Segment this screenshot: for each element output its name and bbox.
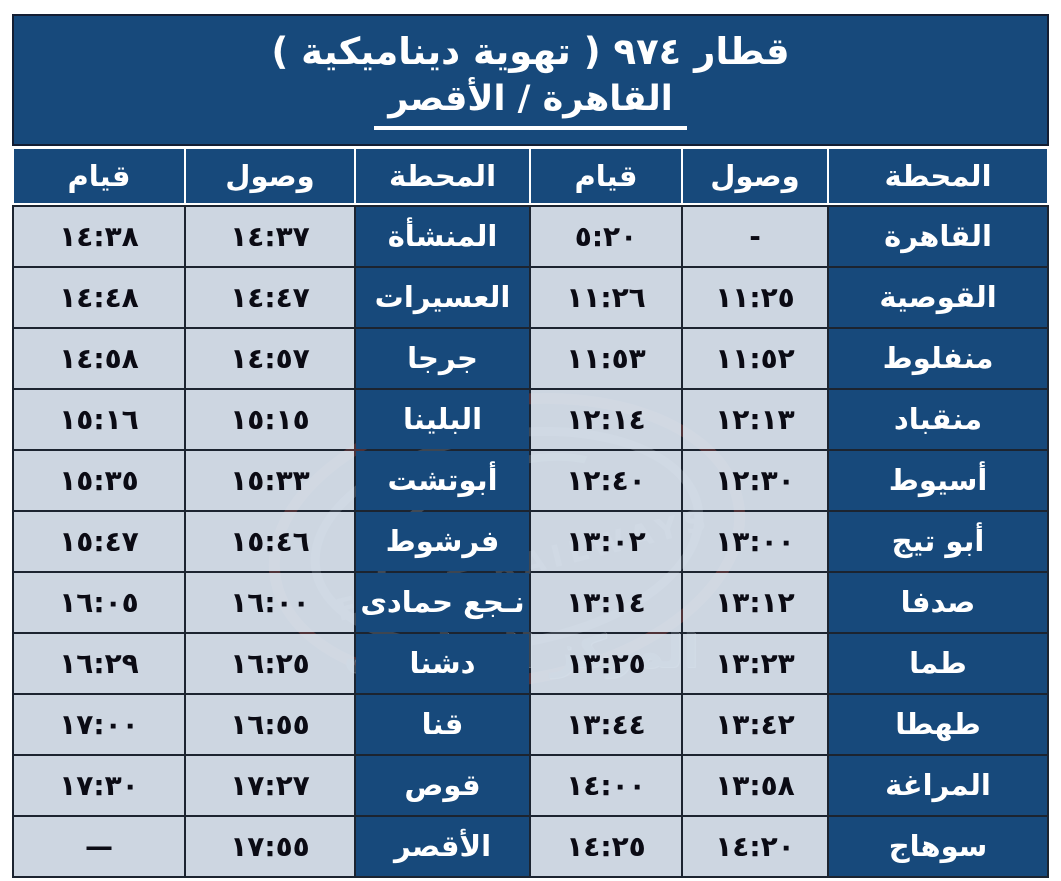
- timetable-sheet: قطار ٩٧٤ ( تهوية ديناميكية ) القاهرة / ا…: [12, 14, 1049, 878]
- station-cell: نـجع حمادى: [356, 572, 529, 632]
- time-cell: ١٢:٣٠: [683, 450, 827, 510]
- station-cell: أبوتشت: [356, 450, 529, 510]
- station-cell: قنا: [356, 694, 529, 754]
- time-cell: -: [683, 206, 827, 266]
- time-cell: ١١:٥٣: [531, 328, 681, 388]
- time-cell: ١٤:٣٨: [14, 206, 184, 266]
- station-cell: منفلوط: [829, 328, 1047, 388]
- station-cell: القاهرة: [829, 206, 1047, 266]
- column-header-5: قيام: [14, 148, 184, 203]
- time-cell: ١٦:٢٥: [186, 633, 354, 693]
- station-cell: الأقصر: [356, 816, 529, 876]
- column-header-1: وصول: [683, 148, 827, 203]
- station-cell: جرجا: [356, 328, 529, 388]
- column-header-2: قيام: [531, 148, 681, 203]
- time-cell: ١٦:٠٠: [186, 572, 354, 632]
- station-cell: المنشأة: [356, 206, 529, 266]
- time-cell: ١٤:٠٠: [531, 755, 681, 815]
- time-cell: ١٢:١٤: [531, 389, 681, 449]
- time-cell: ١٥:٣٥: [14, 450, 184, 510]
- time-cell: ١٣:٠٢: [531, 511, 681, 571]
- time-cell: ١٣:٢٥: [531, 633, 681, 693]
- time-cell: ١٣:٠٠: [683, 511, 827, 571]
- timetable-grid: القاهرة -٥:٢٠ المنشأة ١٤:٣٧ ١٤:٣٨ القوصية ١١:٢…: [12, 204, 1049, 878]
- time-cell: ١٥:٤٦: [186, 511, 354, 571]
- station-cell: أسيوط: [829, 450, 1047, 510]
- column-header-row: المحطة وصول قيام المحطة وصول قيام: [12, 148, 1049, 203]
- station-cell: فرشوط: [356, 511, 529, 571]
- time-cell: ١٦:٥٥: [186, 694, 354, 754]
- time-cell: ١٤:٤٨: [14, 267, 184, 327]
- station-cell: منقباد: [829, 389, 1047, 449]
- station-cell: دشنا: [356, 633, 529, 693]
- column-header-0: المحطة: [829, 148, 1047, 203]
- column-header-4: وصول: [186, 148, 354, 203]
- time-cell: ١٤:٥٧: [186, 328, 354, 388]
- time-cell: ١٥:١٥: [186, 389, 354, 449]
- time-cell: ١٤:٢٠: [683, 816, 827, 876]
- station-cell: قوص: [356, 755, 529, 815]
- time-cell: ١٢:٤٠: [531, 450, 681, 510]
- train-number-title: قطار ٩٧٤ ( تهوية ديناميكية ): [271, 30, 790, 73]
- time-cell: ١٥:١٦: [14, 389, 184, 449]
- time-cell: ١١:٥٢: [683, 328, 827, 388]
- station-cell: المراغة: [829, 755, 1047, 815]
- route-title: القاهرة / الأقصر: [374, 78, 687, 130]
- time-cell: ١٤:٣٧: [186, 206, 354, 266]
- time-cell: ١٥:٣٣: [186, 450, 354, 510]
- time-cell: ١٣:٥٨: [683, 755, 827, 815]
- station-cell: سوهاج: [829, 816, 1047, 876]
- time-cell: ٥:٢٠: [531, 206, 681, 266]
- time-cell: ١٤:٥٨: [14, 328, 184, 388]
- time-cell: ١٥:٤٧: [14, 511, 184, 571]
- time-cell: ١٣:٢٣: [683, 633, 827, 693]
- time-cell: ١٦:٢٩: [14, 633, 184, 693]
- column-header-3: المحطة: [356, 148, 529, 203]
- time-cell: ١٣:٤٤: [531, 694, 681, 754]
- time-cell: ١٤:٢٥: [531, 816, 681, 876]
- station-cell: أبو تيج: [829, 511, 1047, 571]
- time-cell: —: [14, 816, 184, 876]
- time-cell: ١٧:٢٧: [186, 755, 354, 815]
- time-cell: ١٤:٤٧: [186, 267, 354, 327]
- time-cell: ١٧:٥٥: [186, 816, 354, 876]
- time-cell: ١٣:١٤: [531, 572, 681, 632]
- title-block: قطار ٩٧٤ ( تهوية ديناميكية ) القاهرة / ا…: [12, 14, 1049, 146]
- station-cell: طما: [829, 633, 1047, 693]
- station-cell: العسيرات: [356, 267, 529, 327]
- time-cell: ١١:٢٥: [683, 267, 827, 327]
- station-cell: القوصية: [829, 267, 1047, 327]
- time-cell: ١٧:٣٠: [14, 755, 184, 815]
- station-cell: طهطا: [829, 694, 1047, 754]
- time-cell: ١١:٢٦: [531, 267, 681, 327]
- station-cell: البلينا: [356, 389, 529, 449]
- time-cell: ١٣:١٢: [683, 572, 827, 632]
- time-cell: ١٢:١٣: [683, 389, 827, 449]
- time-cell: ١٦:٠٥: [14, 572, 184, 632]
- time-cell: ١٣:٤٢: [683, 694, 827, 754]
- time-cell: ١٧:٠٠: [14, 694, 184, 754]
- station-cell: صدفا: [829, 572, 1047, 632]
